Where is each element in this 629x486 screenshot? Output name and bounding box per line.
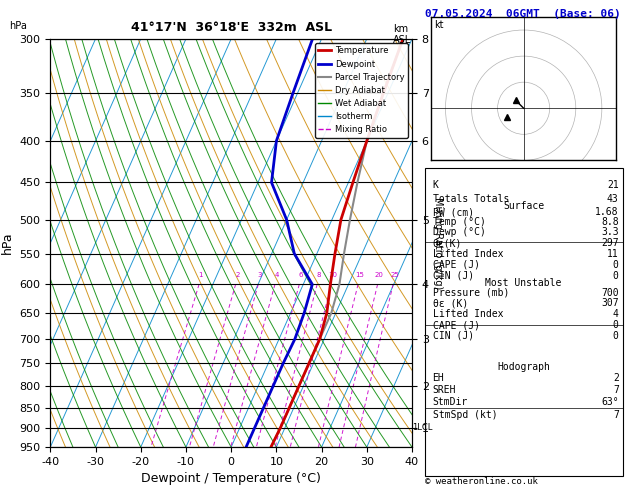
Text: 4: 4: [613, 309, 619, 319]
Text: 8: 8: [316, 273, 321, 278]
Text: StmSpd (kt): StmSpd (kt): [433, 410, 497, 419]
Text: 7: 7: [613, 410, 619, 419]
Text: Most Unstable: Most Unstable: [486, 278, 562, 288]
Text: θε(K): θε(K): [433, 238, 462, 248]
Text: km: km: [393, 24, 408, 34]
Text: Lifted Index: Lifted Index: [433, 249, 503, 259]
Text: 10: 10: [328, 273, 337, 278]
Text: CIN (J): CIN (J): [433, 271, 474, 281]
Text: kt: kt: [435, 20, 444, 30]
Text: PW (cm): PW (cm): [433, 208, 474, 217]
Text: Surface: Surface: [503, 201, 544, 211]
Y-axis label: hPa: hPa: [1, 232, 14, 254]
Text: 25: 25: [390, 273, 399, 278]
Text: 6: 6: [299, 273, 303, 278]
Text: StmDir: StmDir: [433, 397, 468, 407]
Text: 21: 21: [607, 180, 619, 190]
Text: SREH: SREH: [433, 385, 456, 395]
Text: CAPE (J): CAPE (J): [433, 320, 479, 330]
Text: θε (K): θε (K): [433, 298, 468, 309]
Text: 307: 307: [601, 298, 619, 309]
Text: Lifted Index: Lifted Index: [433, 309, 503, 319]
Text: CAPE (J): CAPE (J): [433, 260, 479, 270]
Text: 0: 0: [613, 260, 619, 270]
Text: 0: 0: [613, 331, 619, 341]
Text: Totals Totals: Totals Totals: [433, 193, 509, 204]
Text: CIN (J): CIN (J): [433, 331, 474, 341]
Text: 7: 7: [613, 385, 619, 395]
Text: 15: 15: [355, 273, 364, 278]
Text: Hodograph: Hodograph: [497, 362, 550, 372]
Legend: Temperature, Dewpoint, Parcel Trajectory, Dry Adiabat, Wet Adiabat, Isotherm, Mi: Temperature, Dewpoint, Parcel Trajectory…: [315, 43, 408, 138]
Text: 8.8: 8.8: [601, 217, 619, 226]
Text: © weatheronline.co.uk: © weatheronline.co.uk: [425, 477, 537, 486]
Text: 1: 1: [199, 273, 203, 278]
Text: 1LCL: 1LCL: [412, 423, 432, 433]
Text: 11: 11: [607, 249, 619, 259]
Text: 4: 4: [274, 273, 279, 278]
Text: ASL: ASL: [393, 35, 411, 45]
Text: Dewp (°C): Dewp (°C): [433, 227, 486, 238]
Text: 0: 0: [613, 320, 619, 330]
Text: 63°: 63°: [601, 397, 619, 407]
Text: 700: 700: [601, 288, 619, 297]
X-axis label: Dewpoint / Temperature (°C): Dewpoint / Temperature (°C): [142, 472, 321, 486]
Text: 07.05.2024  06GMT  (Base: 06): 07.05.2024 06GMT (Base: 06): [425, 9, 620, 19]
Text: Pressure (mb): Pressure (mb): [433, 288, 509, 297]
Text: 297: 297: [601, 238, 619, 248]
Title: 41°17'N  36°18'E  332m  ASL: 41°17'N 36°18'E 332m ASL: [131, 20, 331, 34]
Text: 20: 20: [375, 273, 384, 278]
Text: 43: 43: [607, 193, 619, 204]
Text: 3.3: 3.3: [601, 227, 619, 238]
Text: hPa: hPa: [9, 21, 27, 31]
Y-axis label: Mixing Ratio (g/kg): Mixing Ratio (g/kg): [433, 197, 443, 289]
Text: Temp (°C): Temp (°C): [433, 217, 486, 226]
Text: EH: EH: [433, 373, 444, 382]
Text: K: K: [433, 180, 438, 190]
Text: 0: 0: [613, 271, 619, 281]
Text: 1.68: 1.68: [595, 208, 619, 217]
Text: 3: 3: [258, 273, 262, 278]
Text: 2: 2: [613, 373, 619, 382]
Text: 2: 2: [235, 273, 240, 278]
